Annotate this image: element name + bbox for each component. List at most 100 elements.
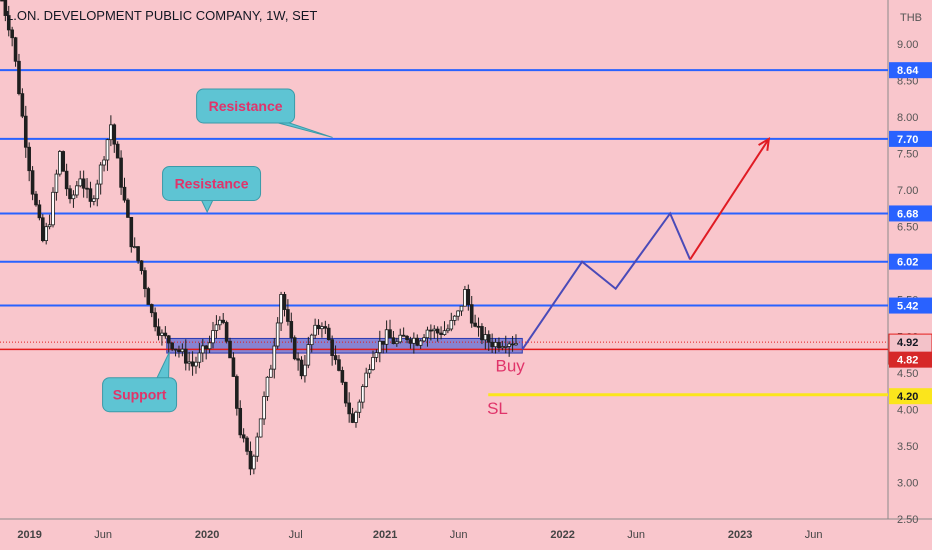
candle [446,324,450,334]
candle [207,335,212,354]
candle [228,337,232,359]
candle-body [241,434,246,439]
candle [292,335,297,361]
candle [13,36,18,67]
candle [27,142,31,182]
candle [218,316,222,330]
candle [160,329,164,346]
stop-loss-badge: 4.20 [889,388,932,405]
candle [187,351,191,371]
y-tick-label: 3.50 [897,441,918,453]
buy-price-badge: 4.82 [889,351,932,368]
candle-body [27,146,31,172]
candle [378,330,382,363]
candle [384,320,389,353]
candle-body [166,335,171,344]
candle [354,410,358,428]
candle [415,334,420,347]
candle [275,317,280,350]
candle [326,323,331,341]
level-price-badge-text: 5.42 [897,301,918,313]
candle [282,291,287,317]
candle [337,354,341,372]
candle [412,332,416,354]
candle-body [418,340,423,346]
candle [401,327,406,337]
candle [177,345,181,358]
level-price-badge: 8.64 [889,62,932,79]
candle [296,352,300,371]
candle [323,320,328,334]
candle-body [401,334,406,337]
candle-body [323,326,328,329]
candle-body [282,294,287,310]
y-tick-label: 3.00 [897,477,918,489]
candle-body [78,178,83,187]
candle-body [360,386,365,403]
candle [391,331,396,345]
candle-body [75,185,79,196]
candle [340,366,345,386]
candle [190,351,195,376]
candle-body [442,330,447,335]
candle-body [299,359,304,377]
candle [34,191,38,207]
candle [309,333,314,353]
candle-body [378,340,382,354]
projection-path-blue [521,211,691,350]
candle [480,323,484,345]
candle [64,163,69,196]
candle [493,338,498,354]
candle [170,342,174,352]
candle [255,432,260,462]
candle-body [214,324,219,331]
candle [10,26,14,47]
candle-body [483,334,488,341]
candle-body [252,455,256,470]
candle [452,315,457,326]
y-tick-label: 6.50 [897,222,918,234]
candle-body [374,352,379,358]
candle [367,364,372,379]
buy-price-badge-text: 4.82 [897,355,918,367]
candle [425,326,430,347]
level-price-badge-text: 6.02 [897,257,918,269]
candle [61,150,66,172]
candle-body [371,357,375,371]
candle-body [17,60,21,95]
candle-body [422,337,426,342]
x-tick-label: 2020 [195,529,219,541]
candle-body [0,0,4,2]
candle-body [449,319,454,330]
candle [23,105,28,158]
y-tick-label: 2.50 [897,514,918,526]
candle-body [231,357,236,377]
candle [143,267,147,298]
candle [262,391,266,425]
candle [17,53,21,96]
candle [214,315,219,339]
level-price-badge-bg [889,253,932,270]
candle-body [320,326,324,330]
candle-body [13,37,18,62]
candle-body [207,342,212,350]
candle [357,399,362,419]
candle-body [122,186,127,201]
candle [20,88,25,119]
candle-body [23,115,28,148]
candle-body [160,332,164,336]
x-tick-label: Jun [805,529,823,541]
candle [180,343,185,357]
level-price-badge: 5.42 [889,297,932,314]
candle [126,198,130,218]
candle-body [47,224,52,228]
level-price-badge-bg [889,130,932,147]
candle-body [425,329,430,339]
candle [51,187,55,228]
x-tick-label: 2022 [550,529,574,541]
candle [149,303,154,318]
candle-body [446,328,450,332]
candle-body [269,368,273,378]
